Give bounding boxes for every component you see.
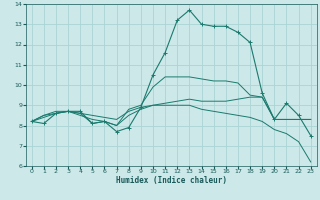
X-axis label: Humidex (Indice chaleur): Humidex (Indice chaleur) [116,176,227,185]
